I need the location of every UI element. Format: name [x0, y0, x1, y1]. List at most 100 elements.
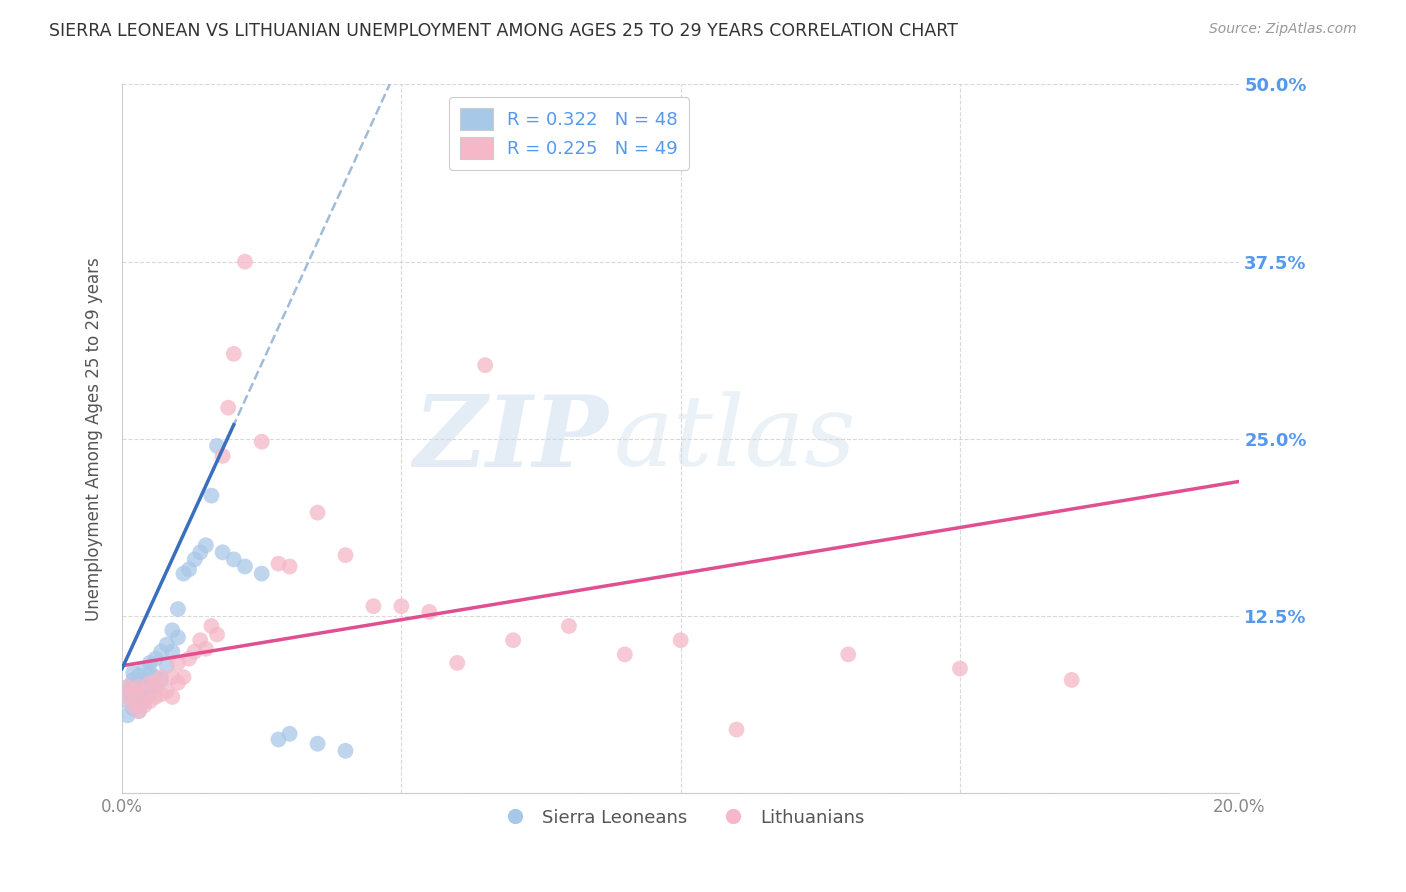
Point: [145, 670, 167, 684]
Point: [139, 694, 162, 708]
Point: [150, 687, 173, 701]
Point: [188, 545, 211, 559]
Point: [139, 665, 162, 680]
Point: [117, 690, 139, 704]
Point: [669, 633, 692, 648]
Point: [122, 665, 145, 680]
Point: [128, 694, 150, 708]
Point: [200, 489, 222, 503]
Point: [122, 690, 145, 704]
Point: [122, 684, 145, 698]
Point: [145, 690, 167, 704]
Point: [156, 638, 179, 652]
Point: [150, 670, 173, 684]
Point: [150, 644, 173, 658]
Point: [117, 708, 139, 723]
Point: [139, 675, 162, 690]
Point: [145, 680, 167, 694]
Point: [128, 675, 150, 690]
Text: ZIP: ZIP: [413, 391, 607, 487]
Point: [117, 694, 139, 708]
Point: [134, 698, 156, 713]
Text: Source: ZipAtlas.com: Source: ZipAtlas.com: [1209, 22, 1357, 37]
Point: [194, 538, 217, 552]
Point: [307, 506, 329, 520]
Point: [156, 658, 179, 673]
Point: [613, 648, 636, 662]
Point: [162, 624, 184, 638]
Text: atlas: atlas: [613, 392, 856, 486]
Point: [167, 631, 190, 645]
Point: [250, 434, 273, 449]
Point: [183, 644, 205, 658]
Point: [474, 358, 496, 372]
Point: [205, 439, 228, 453]
Point: [363, 599, 385, 614]
Point: [217, 401, 239, 415]
Point: [134, 684, 156, 698]
Point: [128, 680, 150, 694]
Point: [145, 675, 167, 690]
Point: [278, 727, 301, 741]
Point: [128, 694, 150, 708]
Point: [128, 668, 150, 682]
Point: [122, 673, 145, 687]
Point: [307, 737, 329, 751]
Point: [1060, 673, 1083, 687]
Point: [128, 704, 150, 718]
Point: [177, 562, 200, 576]
Legend: Sierra Leoneans, Lithuanians: Sierra Leoneans, Lithuanians: [489, 802, 872, 834]
Point: [128, 704, 150, 718]
Point: [122, 698, 145, 713]
Point: [188, 633, 211, 648]
Point: [446, 656, 468, 670]
Point: [949, 662, 972, 676]
Point: [233, 559, 256, 574]
Point: [145, 651, 167, 665]
Point: [173, 670, 195, 684]
Point: [278, 559, 301, 574]
Point: [117, 680, 139, 694]
Point: [418, 605, 440, 619]
Point: [134, 684, 156, 698]
Point: [335, 744, 357, 758]
Point: [117, 680, 139, 694]
Y-axis label: Unemployment Among Ages 25 to 29 years: Unemployment Among Ages 25 to 29 years: [86, 257, 103, 621]
Point: [177, 651, 200, 665]
Point: [267, 557, 290, 571]
Point: [117, 687, 139, 701]
Point: [200, 619, 222, 633]
Point: [173, 566, 195, 581]
Point: [139, 687, 162, 701]
Text: SIERRA LEONEAN VS LITHUANIAN UNEMPLOYMENT AMONG AGES 25 TO 29 YEARS CORRELATION : SIERRA LEONEAN VS LITHUANIAN UNEMPLOYMEN…: [49, 22, 957, 40]
Point: [335, 548, 357, 562]
Point: [134, 694, 156, 708]
Point: [139, 656, 162, 670]
Point: [502, 633, 524, 648]
Point: [167, 602, 190, 616]
Point: [134, 662, 156, 676]
Point: [194, 641, 217, 656]
Point: [162, 644, 184, 658]
Point: [128, 684, 150, 698]
Point: [150, 673, 173, 687]
Point: [211, 545, 233, 559]
Point: [162, 670, 184, 684]
Point: [222, 347, 245, 361]
Point: [156, 684, 179, 698]
Point: [205, 627, 228, 641]
Point: [222, 552, 245, 566]
Point: [725, 723, 748, 737]
Point: [183, 552, 205, 566]
Point: [233, 254, 256, 268]
Point: [558, 619, 581, 633]
Point: [134, 673, 156, 687]
Point: [250, 566, 273, 581]
Point: [211, 449, 233, 463]
Point: [139, 675, 162, 690]
Point: [389, 599, 412, 614]
Point: [122, 680, 145, 694]
Point: [837, 648, 859, 662]
Point: [267, 732, 290, 747]
Point: [167, 675, 190, 690]
